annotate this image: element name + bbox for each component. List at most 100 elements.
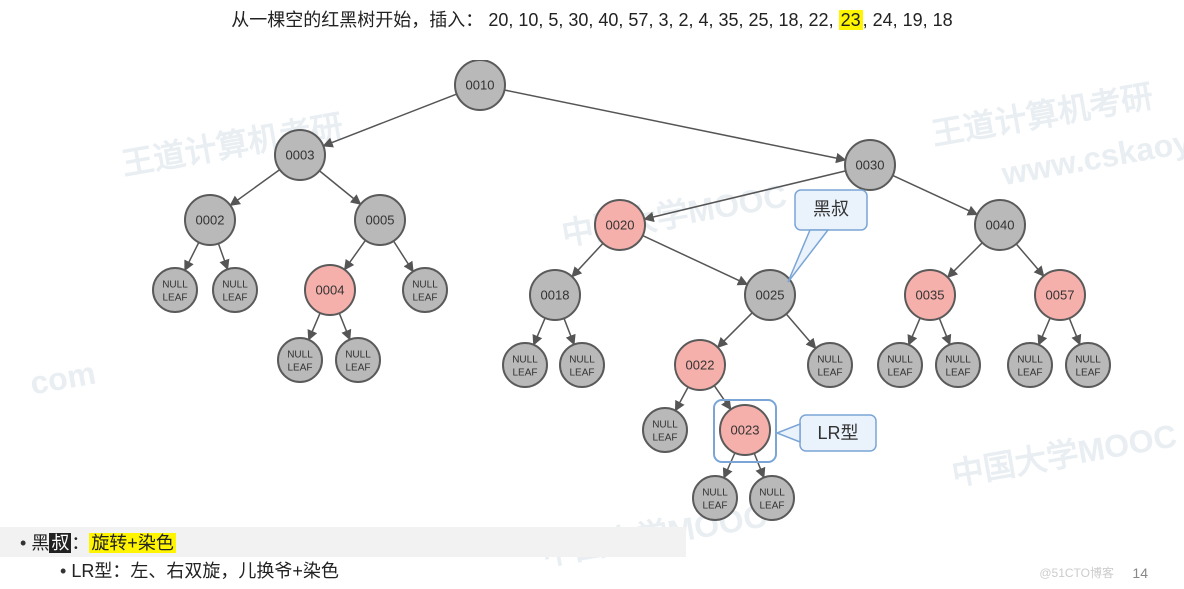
null-leaf: NULL LEAF — [643, 408, 687, 452]
null-leaf: NULLLEAF — [403, 268, 447, 312]
svg-text:0004: 0004 — [316, 282, 345, 297]
tree-edge — [323, 94, 456, 146]
svg-text:LEAF: LEAF — [652, 433, 677, 444]
svg-text:0003: 0003 — [286, 147, 315, 162]
svg-text:LEAF: LEAF — [1075, 368, 1100, 379]
svg-text:LEAF: LEAF — [345, 363, 370, 374]
svg-text:0005: 0005 — [366, 212, 395, 227]
null-leaf: NULL LEAF — [936, 343, 980, 387]
note-row1: 黑叔：旋转+染色 — [0, 527, 686, 557]
tree-edge — [319, 171, 360, 204]
tree-edge — [185, 242, 199, 270]
tree-edge — [230, 170, 279, 206]
svg-text:0040: 0040 — [986, 217, 1015, 232]
tree-edge — [1016, 244, 1043, 276]
tree-diagram: NULL LEAF NULL LEAF NULL LEAF NULL LEAF NULL LEAF… — [0, 60, 1184, 530]
tree-edge — [643, 236, 748, 285]
svg-text:LEAF: LEAF — [222, 293, 247, 304]
callout-black-uncle: 黑叔 — [788, 190, 867, 282]
svg-text:LEAF: LEAF — [162, 293, 187, 304]
svg-text:NULL: NULL — [162, 280, 188, 291]
tree-node-0057: 0057 — [1035, 270, 1085, 320]
tree-edge — [948, 243, 983, 278]
tree-node-0003: 0003 — [275, 130, 325, 180]
svg-text:LEAF: LEAF — [817, 368, 842, 379]
tree-node-0004: 0004 — [305, 265, 355, 315]
svg-text:0020: 0020 — [606, 217, 635, 232]
tree-edge — [309, 313, 320, 340]
null-leaf: NULL LEAF — [153, 268, 197, 312]
null-leaf: NULLLEAF — [1066, 343, 1110, 387]
insert-seq-before: 20, 10, 5, 30, 40, 57, 3, 2, 4, 35, 25, … — [488, 10, 838, 30]
insert-highlight: 23 — [839, 10, 863, 30]
svg-text:NULL: NULL — [345, 350, 371, 361]
tree-edge — [339, 313, 350, 339]
svg-text:LEAF: LEAF — [945, 368, 970, 379]
note-row2: LR型：左、右双旋，儿换爷+染色 — [0, 557, 700, 583]
svg-text:0010: 0010 — [466, 77, 495, 92]
tree-node-0030: 0030 — [845, 140, 895, 190]
svg-text:NULL: NULL — [1017, 355, 1043, 366]
null-leaf: NULL LEAF — [278, 338, 322, 382]
svg-text:NULL: NULL — [887, 355, 913, 366]
tree-edge — [893, 175, 978, 214]
svg-text:NULL: NULL — [702, 488, 728, 499]
svg-text:LEAF: LEAF — [759, 501, 784, 512]
svg-text:LEAF: LEAF — [887, 368, 912, 379]
tree-node-0040: 0040 — [975, 200, 1025, 250]
tree-edge — [714, 386, 731, 410]
tree-node-0020: 0020 — [595, 200, 645, 250]
tree-edge — [218, 244, 227, 270]
tree-edge — [394, 241, 414, 271]
svg-text:NULL: NULL — [287, 350, 313, 361]
callout-black-uncle-text: 黑叔 — [813, 199, 849, 219]
tree-edge — [786, 314, 815, 348]
svg-text:NULL: NULL — [222, 280, 248, 291]
tree-edge — [564, 318, 574, 344]
tree-edge — [572, 243, 603, 276]
null-leaf: NULL LEAF — [693, 476, 737, 520]
svg-text:NULL: NULL — [652, 420, 678, 431]
callout-lr-type: LR型 — [777, 415, 876, 451]
row1-colon: ： — [71, 533, 89, 553]
page-root: 王道计算机考研中国大学MOOC王道计算机考研com中国大学MOOC中国大学MOO… — [0, 0, 1184, 589]
watermark-text: @51CTO博客 — [1039, 564, 1114, 581]
tree-node-0025: 0025 — [745, 270, 795, 320]
null-leaf: NULLLEAF — [808, 343, 852, 387]
tree-edge — [1039, 318, 1050, 345]
svg-text:0022: 0022 — [686, 357, 715, 372]
svg-text:NULL: NULL — [945, 355, 971, 366]
tree-edge — [534, 318, 545, 345]
bottom-notes: 黑叔：旋转+染色 LR型：左、右双旋，儿换爷+染色 — [0, 527, 700, 583]
tree-node-0005: 0005 — [355, 195, 405, 245]
bullet-2 — [60, 561, 71, 581]
null-leaf: NULL LEAF — [336, 338, 380, 382]
row1-pre: 黑 — [31, 533, 49, 553]
svg-text:LEAF: LEAF — [287, 363, 312, 374]
insert-seq-after: , 24, 19, 18 — [863, 10, 953, 30]
tree-node-0002: 0002 — [185, 195, 235, 245]
tree-node-0035: 0035 — [905, 270, 955, 320]
title-line: 从一棵空的红黑树开始，插入： 20, 10, 5, 30, 40, 57, 3,… — [0, 6, 1184, 32]
page-number: 14 — [1132, 565, 1148, 581]
svg-text:0002: 0002 — [196, 212, 225, 227]
row1-hl: 旋转+染色 — [89, 533, 176, 553]
svg-text:NULL: NULL — [759, 488, 785, 499]
svg-text:0057: 0057 — [1046, 287, 1075, 302]
tree-node-0023: 0023 — [720, 405, 770, 455]
null-leaf: NULL LEAF — [878, 343, 922, 387]
row2-rest: 左、右双旋，儿换爷+染色 — [130, 561, 339, 581]
svg-text:LEAF: LEAF — [702, 501, 727, 512]
svg-text:0035: 0035 — [916, 287, 945, 302]
tree-edge — [675, 387, 688, 411]
tree-edge — [345, 240, 366, 269]
svg-text:LEAF: LEAF — [1017, 368, 1042, 379]
svg-text:0025: 0025 — [756, 287, 785, 302]
null-leaf: NULL LEAF — [750, 476, 794, 520]
null-leaf: NULL LEAF — [213, 268, 257, 312]
svg-text:LEAF: LEAF — [512, 368, 537, 379]
row2-label: LR型： — [71, 561, 130, 581]
title-prefix: 从一棵空的红黑树开始，插入： — [231, 10, 483, 30]
null-leaf: NULLLEAF — [560, 343, 604, 387]
tree-edge — [724, 453, 735, 478]
